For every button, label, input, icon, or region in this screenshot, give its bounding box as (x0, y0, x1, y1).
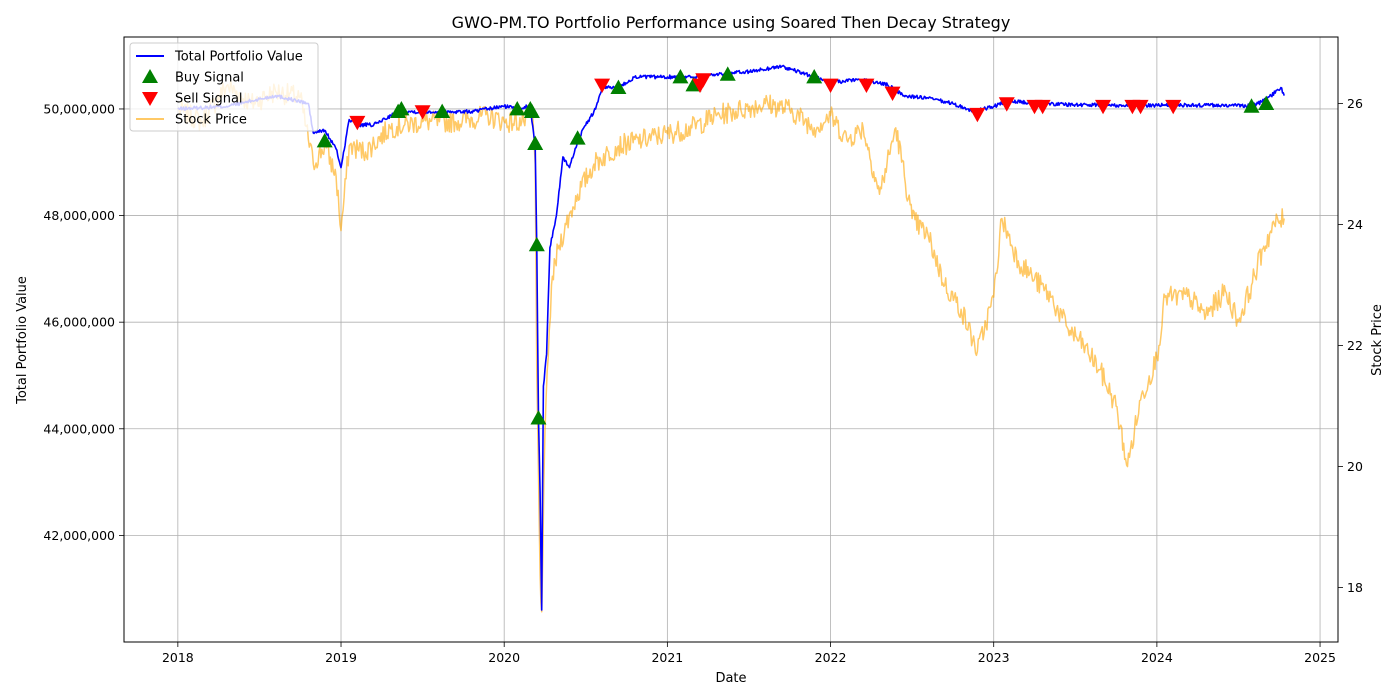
y-right-tick-label: 24 (1347, 217, 1363, 232)
x-axis: 2018 2019 2020 2021 2022 2023 2024 2025 (162, 642, 1336, 665)
x-tick-label: 2018 (162, 650, 194, 665)
buy-signal-marker (672, 68, 689, 84)
y-axis-label-left: Total Portfolio Value (15, 276, 30, 405)
y-left-tick-label: 44,000,000 (43, 421, 115, 436)
buy-signal-marker (569, 130, 586, 145)
sell-signal-marker (884, 86, 901, 101)
x-tick-label: 2020 (488, 650, 520, 665)
sell-signal-marker (1165, 99, 1182, 115)
buy-signal-marker (1243, 98, 1260, 113)
y-left-tick-label: 42,000,000 (43, 528, 115, 543)
buy-signal-marker (530, 410, 547, 425)
series-line-portfolio (177, 64, 1285, 611)
buy-signal-marker (1258, 95, 1275, 111)
buy-signal-marker (806, 68, 823, 84)
y-left-tick-label: 46,000,000 (43, 315, 115, 330)
y-left-tick-label: 50,000,000 (43, 101, 115, 116)
legend: Total Portfolio Value Buy Signal Sell Sign… (129, 42, 319, 132)
buy-signal-marker (434, 103, 451, 119)
buy-signal-marker (610, 79, 627, 95)
y-left-tick-label: 48,000,000 (43, 208, 115, 223)
x-tick-label: 2021 (651, 650, 683, 665)
legend-label: Stock Price (175, 113, 247, 128)
sell-signal-marker (969, 107, 986, 123)
y-axis-left: 42,000,000 44,000,000 46,000,000 48,000,000… (43, 101, 124, 543)
series-line-stock-price (177, 80, 1285, 613)
y-axis-right: 18 20 22 24 26 (1338, 96, 1363, 595)
legend-label: Total Portfolio Value (174, 50, 303, 65)
y-right-tick-label: 20 (1347, 459, 1363, 474)
x-tick-label: 2025 (1304, 650, 1336, 665)
buy-signal-marker (523, 103, 540, 119)
buy-signal-marker (316, 132, 333, 148)
chart-title: GWO-PM.TO Portfolio Performance using So… (452, 13, 1011, 32)
sell-signal-marker (822, 78, 839, 93)
x-tick-label: 2019 (325, 650, 357, 665)
legend-buy-marker (142, 69, 158, 83)
sell-signal-marker (1095, 99, 1112, 115)
plot-frame (123, 36, 1339, 643)
sell-signal-marker (998, 97, 1015, 112)
legend-label: Buy Signal (175, 71, 244, 86)
sell-signal-marker (695, 73, 712, 88)
legend-sell-marker (142, 92, 158, 106)
y-right-tick-label: 18 (1347, 580, 1363, 595)
x-tick-label: 2023 (978, 650, 1010, 665)
sell-signal-marker (594, 78, 611, 93)
buy-signal-marker (719, 66, 736, 81)
y-axis-label-right: Stock Price (1370, 304, 1385, 376)
x-tick-label: 2022 (815, 650, 847, 665)
buy-signal-marker (393, 100, 410, 116)
y-right-tick-label: 26 (1347, 96, 1363, 111)
sell-signal-marker (414, 105, 431, 120)
price-layer (177, 80, 1285, 613)
signal-layer (316, 66, 1275, 425)
x-axis-label: Date (715, 671, 746, 686)
buy-signal-marker (527, 135, 544, 151)
y-right-tick-label: 22 (1347, 338, 1363, 353)
sell-signal-marker (1034, 99, 1051, 115)
buy-signal-marker (528, 236, 545, 252)
x-tick-label: 2024 (1141, 650, 1173, 665)
legend-box (129, 42, 319, 132)
sell-signal-marker (858, 78, 875, 93)
sell-signal-marker (1132, 99, 1149, 115)
legend-label: Sell Signal (175, 92, 243, 107)
buy-signal-marker (509, 100, 526, 116)
sell-signal-marker (349, 115, 366, 131)
portfolio-layer (177, 64, 1285, 611)
